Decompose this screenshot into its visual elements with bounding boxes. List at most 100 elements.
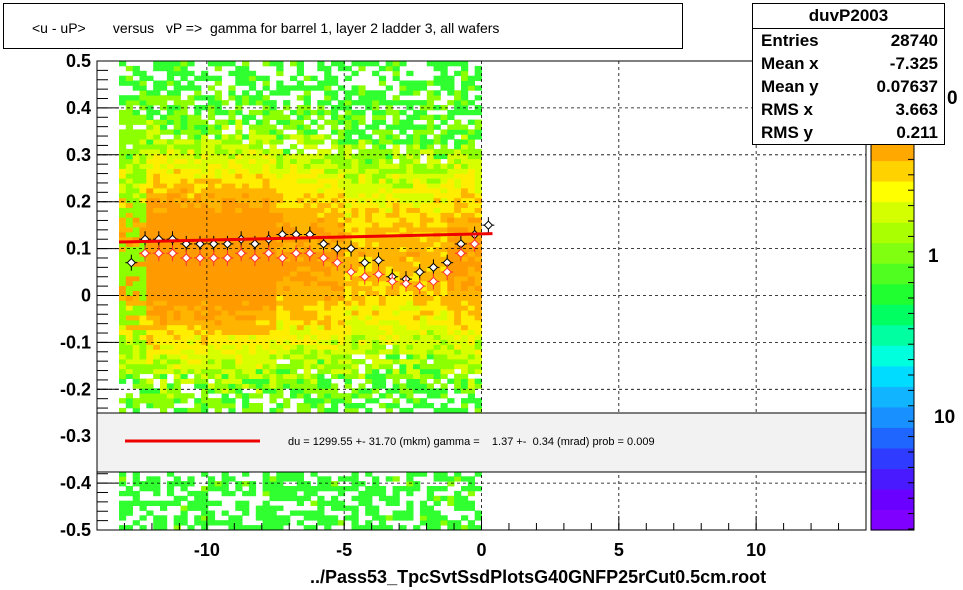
heatmap-cell	[474, 85, 482, 91]
heatmap-cell	[474, 486, 482, 492]
heatmap-cell	[324, 276, 332, 282]
heatmap-cell	[228, 300, 236, 306]
heatmap-cell	[235, 217, 243, 223]
heatmap-cell	[194, 197, 202, 204]
heatmap-cell	[474, 119, 482, 125]
heatmap-cell	[153, 271, 161, 277]
heatmap-cell	[180, 368, 188, 375]
heatmap-cell	[310, 354, 318, 360]
heatmap-cell	[317, 378, 325, 384]
heatmap-cell	[221, 368, 229, 375]
heatmap-cell	[385, 349, 393, 355]
heatmap-cell	[351, 359, 359, 365]
heatmap-cell	[378, 241, 387, 248]
heatmap-cell	[317, 510, 325, 516]
heatmap-cell	[440, 173, 448, 179]
heatmap-cell	[385, 266, 393, 272]
heatmap-cell	[276, 329, 284, 335]
heatmap-cell	[248, 188, 257, 194]
heatmap-cell	[344, 168, 352, 174]
heatmap-cell	[426, 505, 434, 511]
heatmap-cell	[317, 65, 325, 72]
heatmap-cell	[207, 100, 216, 106]
heatmap-cell	[385, 393, 393, 399]
heatmap-cell	[201, 403, 209, 409]
heatmap-cell	[235, 119, 243, 125]
heatmap-cell	[187, 363, 195, 370]
heatmap-cell	[146, 100, 154, 106]
heatmap-cell	[166, 471, 175, 477]
heatmap-cell	[194, 134, 202, 140]
heatmap-cell	[419, 285, 428, 291]
heatmap-cell	[194, 315, 202, 321]
heatmap-cell	[207, 266, 216, 272]
heatmap-cell	[447, 481, 455, 487]
heatmap-cell	[351, 119, 359, 125]
heatmap-cell	[324, 178, 332, 184]
heatmap-cell	[324, 266, 332, 272]
heatmap-cell	[474, 276, 482, 282]
heatmap-cell	[440, 300, 448, 306]
heatmap-cell	[269, 490, 277, 497]
heatmap-cell	[461, 246, 469, 252]
heatmap-cell	[365, 276, 373, 282]
heatmap-cell	[324, 285, 332, 291]
heatmap-cell	[406, 359, 414, 365]
heatmap-cell	[228, 144, 236, 150]
heatmap-cell	[399, 383, 407, 389]
heatmap-cell	[242, 95, 250, 101]
heatmap-cell	[269, 212, 277, 218]
heatmap-cell	[426, 61, 434, 67]
heatmap-cell	[344, 329, 352, 335]
heatmap-cell	[269, 246, 277, 252]
heatmap-cell	[194, 378, 202, 384]
heatmap-cell	[248, 383, 257, 389]
heatmap-cell	[119, 251, 127, 257]
heatmap-cell	[467, 349, 475, 355]
heatmap-cell	[194, 354, 202, 360]
heatmap-cell	[447, 310, 455, 316]
heatmap-cell	[207, 310, 216, 316]
heatmap-cell	[214, 163, 222, 169]
heatmap-cell	[317, 227, 325, 233]
heatmap-cell	[372, 373, 380, 379]
heatmap-cell	[296, 178, 304, 184]
heatmap-cell	[276, 505, 284, 511]
heatmap-cell	[378, 256, 387, 262]
heatmap-cell	[248, 212, 257, 218]
heatmap-cell	[337, 324, 346, 331]
heatmap-cell	[461, 398, 469, 404]
heatmap-cell	[187, 114, 195, 120]
heatmap-cell	[242, 163, 250, 169]
heatmap-cell	[153, 227, 161, 233]
heatmap-cell	[235, 319, 243, 326]
heatmap-cell	[303, 178, 311, 184]
heatmap-cell	[406, 500, 414, 506]
heatmap-cell	[296, 393, 304, 399]
heatmap-cell	[248, 251, 257, 257]
heatmap-cell	[187, 129, 195, 135]
heatmap-cell	[248, 266, 257, 272]
heatmap-cell	[331, 500, 339, 506]
heatmap-cell	[399, 256, 407, 262]
heatmap-cell	[235, 227, 243, 233]
heatmap-cell	[467, 207, 475, 213]
heatmap-cell	[378, 144, 387, 150]
heatmap-cell	[290, 280, 298, 287]
heatmap-cell	[119, 144, 127, 150]
heatmap-cell	[392, 192, 400, 199]
heatmap-cell	[132, 403, 140, 409]
heatmap-cell	[406, 476, 414, 482]
heatmap-cell	[372, 232, 380, 238]
heatmap-cell	[146, 354, 154, 360]
heatmap-cell	[201, 217, 209, 223]
heatmap-cell	[399, 192, 407, 199]
heatmap-cell	[426, 227, 434, 233]
heatmap-cell	[365, 173, 373, 179]
heatmap-cell	[461, 163, 469, 169]
heatmap-cell	[187, 500, 195, 506]
heatmap-cell	[228, 183, 236, 189]
heatmap-cell	[331, 359, 339, 365]
heatmap-cell	[132, 256, 140, 262]
heatmap-cell	[344, 266, 352, 272]
